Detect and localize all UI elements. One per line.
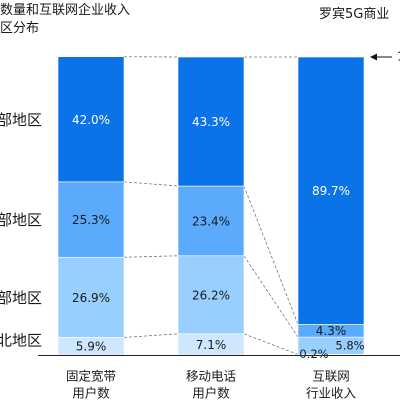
chart-title-line1: 数量和互联网企业收入 (0, 3, 131, 18)
connector-line (123, 255, 179, 258)
data-label: 5.9% (76, 340, 107, 354)
region-label: 部地区 (0, 211, 42, 229)
category-label: 移动电话 (186, 369, 236, 384)
bar-segment (177, 185, 245, 257)
connector-line (243, 333, 299, 355)
arrow-label: 1 (397, 50, 400, 64)
data-label: 5.8% (335, 339, 364, 353)
connector-line (123, 181, 179, 187)
data-label: 26.2% (192, 288, 230, 302)
source-note: 罗宾5G商业 (319, 7, 390, 22)
data-label: 42.0% (72, 113, 110, 127)
chart-title-line2: 区分布 (0, 21, 40, 36)
bar-segment (57, 181, 125, 258)
connector-line (243, 185, 299, 325)
category-label: 行业收入 (306, 386, 357, 400)
category-label: 互联网 (312, 369, 350, 384)
region-label: 部地区 (0, 111, 42, 129)
data-label: 7.1% (196, 338, 227, 352)
data-label: 43.3% (192, 115, 230, 129)
bar-segment (57, 56, 125, 183)
data-label: 23.4% (192, 214, 230, 228)
data-label: 0.2% (299, 347, 328, 361)
data-label: 25.3% (72, 213, 110, 227)
bar-segment (297, 56, 365, 325)
data-label: 4.3% (316, 324, 347, 338)
arrow-head-icon (370, 53, 377, 61)
category-label: 用户数 (192, 386, 230, 400)
data-label: 89.7% (312, 184, 350, 198)
connector-line (123, 333, 179, 338)
connector-line (243, 255, 299, 338)
data-label: 26.9% (72, 291, 110, 305)
region-label: 部地区 (0, 289, 42, 307)
category-label: 用户数 (72, 386, 110, 400)
region-label: 北地区 (0, 332, 42, 350)
bar-segment (177, 255, 245, 335)
category-label: 固定宽带 (66, 369, 116, 384)
bar-segment (177, 56, 245, 187)
